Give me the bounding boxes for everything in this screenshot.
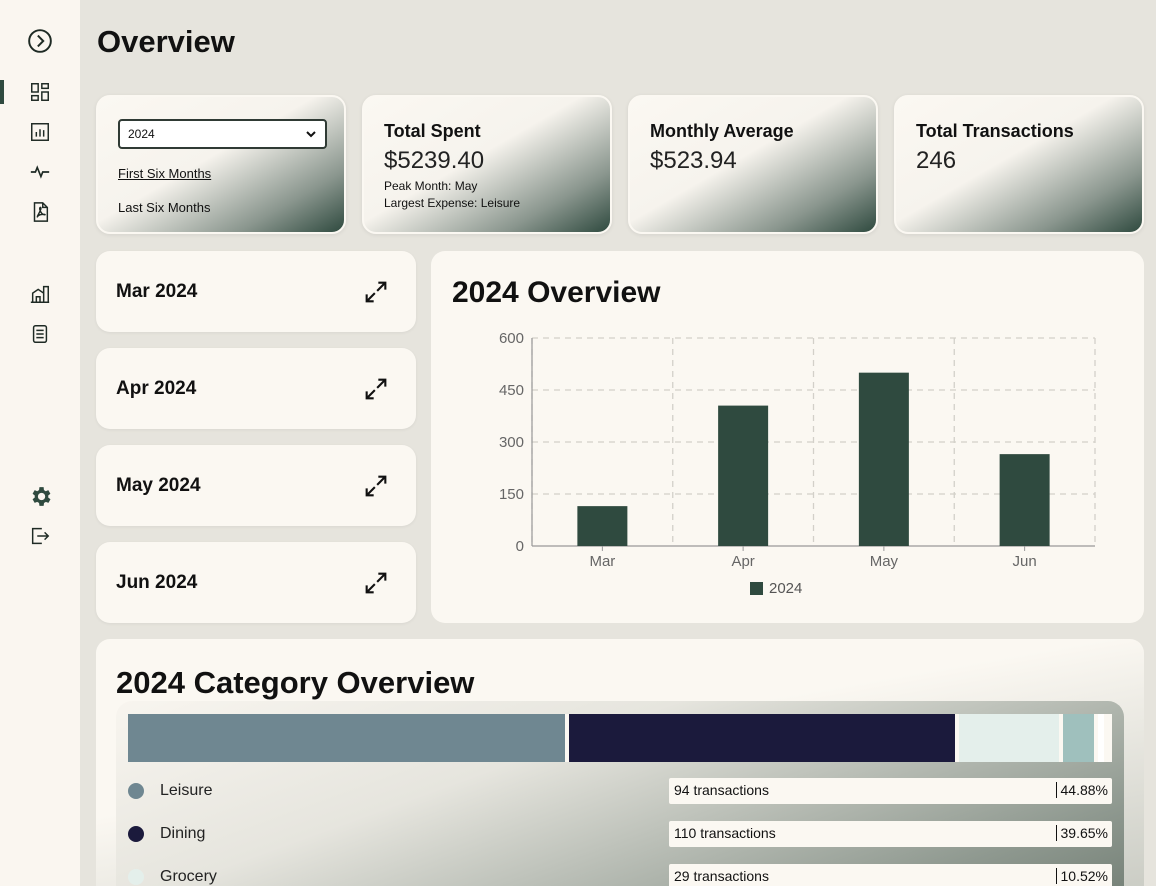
category-row: Leisure 94 transactions 44.88%: [128, 778, 1112, 804]
bar-chart: 0 150 300 450 600 Mar Apr May Jun 2024: [499, 330, 1096, 597]
category-row: Grocery 29 transactions 10.52%: [128, 864, 1112, 886]
category-segment[interactable]: [959, 714, 1063, 762]
bar-report-icon[interactable]: [27, 119, 53, 145]
category-percent: 44.88%: [1055, 782, 1108, 798]
y-tick-label: 450: [499, 382, 524, 399]
month-label: Jun 2024: [116, 572, 198, 593]
category-color-dot: [128, 869, 144, 885]
category-name: Dining: [160, 825, 206, 842]
period-filter-card: 2024 First Six Months Last Six Months: [96, 95, 346, 234]
category-segment[interactable]: [569, 714, 960, 762]
total-spent-card: Total Spent $5239.40 Peak Month: May Lar…: [362, 95, 612, 234]
month-label: Apr 2024: [116, 378, 197, 399]
x-tick-label: May: [870, 553, 899, 570]
peak-month-text: Peak Month: May: [384, 179, 478, 193]
notes-icon[interactable]: [27, 321, 53, 347]
category-color-dot: [128, 783, 144, 799]
sidebar-active-indicator: [0, 80, 4, 104]
chart-title: 2024 Overview: [452, 276, 661, 309]
building-icon[interactable]: [27, 281, 53, 307]
bar: [999, 454, 1050, 546]
total-transactions-value: 246: [916, 147, 957, 174]
bar: [858, 372, 909, 546]
category-stats: 29 transactions 10.52%: [669, 864, 1112, 886]
category-transaction-count: 29 transactions: [674, 868, 769, 884]
expand-icon[interactable]: [362, 569, 390, 597]
chevron-down-icon: [306, 131, 316, 138]
category-segment[interactable]: [1108, 714, 1113, 762]
expand-icon[interactable]: [362, 278, 390, 306]
bar: [577, 506, 628, 546]
category-segment[interactable]: [1098, 714, 1109, 762]
month-card[interactable]: Jun 2024: [96, 542, 416, 623]
month-card[interactable]: Mar 2024: [96, 251, 416, 332]
settings-icon[interactable]: [27, 483, 53, 509]
monthly-average-value: $523.94: [650, 147, 737, 174]
logout-icon[interactable]: [27, 523, 53, 549]
monthly-average-title: Monthly Average: [650, 121, 794, 141]
chevron-right-circle-icon[interactable]: [27, 28, 53, 54]
x-tick-label: Mar: [589, 553, 615, 570]
month-card[interactable]: Apr 2024: [96, 348, 416, 429]
category-percent: 10.52%: [1055, 868, 1108, 884]
category-row: Dining 110 transactions 39.65%: [128, 821, 1112, 847]
dashboard-icon[interactable]: [27, 79, 53, 105]
sidebar: [0, 0, 80, 886]
category-stats: 110 transactions 39.65%: [669, 821, 1112, 847]
category-percent: 39.65%: [1055, 825, 1108, 841]
category-color-dot: [128, 826, 144, 842]
category-transaction-count: 94 transactions: [674, 782, 769, 798]
y-tick-label: 600: [499, 330, 524, 347]
largest-expense-text: Largest Expense: Leisure: [384, 196, 521, 210]
category-segment[interactable]: [128, 714, 570, 762]
year-select-value: 2024: [128, 127, 155, 141]
category-overview-panel: 2024 Category Overview Leisure 94 transac…: [96, 639, 1144, 886]
category-transaction-count: 110 transactions: [674, 825, 776, 841]
total-spent-value: $5239.40: [384, 147, 485, 174]
overview-chart-panel: 2024 Overview 0 150 300 450 600 Mar Apr May Jun 2…: [431, 251, 1144, 623]
month-card[interactable]: May 2024: [96, 445, 416, 526]
expand-icon[interactable]: [362, 472, 390, 500]
month-label: Mar 2024: [116, 281, 198, 302]
y-tick-label: 0: [516, 538, 524, 555]
page-title: Overview: [97, 24, 235, 59]
month-label: May 2024: [116, 475, 201, 496]
legend-swatch: [750, 582, 763, 595]
category-stats: 94 transactions 44.88%: [669, 778, 1112, 804]
y-tick-label: 150: [499, 486, 524, 503]
total-transactions-card: Total Transactions 246: [894, 95, 1144, 234]
year-select[interactable]: 2024: [118, 119, 327, 149]
pdf-icon[interactable]: [27, 199, 53, 225]
x-tick-label: Jun: [1013, 553, 1037, 570]
first-six-months-link[interactable]: First Six Months: [118, 166, 212, 181]
category-segment[interactable]: [1062, 714, 1099, 762]
category-breakdown: Leisure 94 transactions 44.88% Dining 110 tr…: [116, 701, 1124, 886]
y-tick-label: 300: [499, 434, 524, 451]
category-name: Grocery: [160, 868, 217, 885]
category-overview-title: 2024 Category Overview: [116, 665, 475, 700]
category-name: Leisure: [160, 782, 213, 799]
bar: [718, 405, 769, 546]
monthly-average-card: Monthly Average $523.94: [628, 95, 878, 234]
expand-icon[interactable]: [362, 375, 390, 403]
last-six-months-link[interactable]: Last Six Months: [118, 200, 211, 215]
activity-icon[interactable]: [27, 159, 53, 185]
legend-label: 2024: [769, 580, 802, 597]
x-tick-label: Apr: [731, 553, 754, 570]
total-transactions-title: Total Transactions: [916, 121, 1074, 141]
total-spent-title: Total Spent: [384, 121, 481, 141]
category-stacked-bar: [128, 714, 1113, 762]
